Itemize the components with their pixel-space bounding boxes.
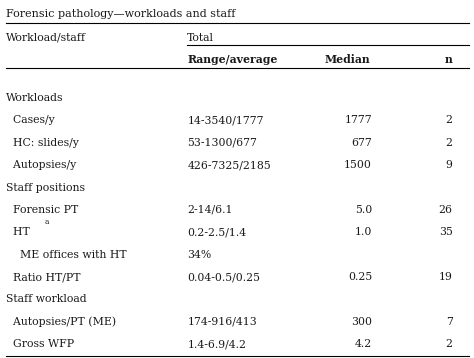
Text: Autopsies/PT (ME): Autopsies/PT (ME) [6,317,116,328]
Text: 2: 2 [446,115,453,125]
Text: Staff workload: Staff workload [6,294,86,304]
Text: 26: 26 [438,205,453,215]
Text: 34%: 34% [187,250,211,260]
Text: 35: 35 [439,227,453,237]
Text: 4.2: 4.2 [355,339,372,349]
Text: 19: 19 [439,272,453,282]
Text: 5.0: 5.0 [355,205,372,215]
Text: 2: 2 [446,138,453,148]
Text: 9: 9 [446,160,453,170]
Text: 2: 2 [446,339,453,349]
Text: 0.25: 0.25 [348,272,372,282]
Text: HT: HT [6,227,29,237]
Text: Range/average: Range/average [187,54,278,66]
Text: 53-1300/677: 53-1300/677 [187,138,257,148]
Text: Median: Median [325,54,370,66]
Text: 1.4-6.9/4.2: 1.4-6.9/4.2 [187,339,246,349]
Text: Gross WFP: Gross WFP [6,339,74,349]
Text: 14-3540/1777: 14-3540/1777 [187,115,264,125]
Text: ME offices with HT: ME offices with HT [6,250,126,260]
Text: Cases/y: Cases/y [6,115,55,125]
Text: Forensic pathology—workloads and staff: Forensic pathology—workloads and staff [6,9,235,19]
Text: Workloads: Workloads [6,93,63,103]
Text: 1500: 1500 [344,160,372,170]
Text: 677: 677 [351,138,372,148]
Text: Total: Total [187,33,214,43]
Text: 300: 300 [351,317,372,327]
Text: 0.04-0.5/0.25: 0.04-0.5/0.25 [187,272,260,282]
Text: 7: 7 [446,317,453,327]
Text: 2-14/6.1: 2-14/6.1 [187,205,233,215]
Text: n: n [445,54,453,66]
Text: 1777: 1777 [345,115,372,125]
Text: 1.0: 1.0 [355,227,372,237]
Text: Ratio HT/PT: Ratio HT/PT [6,272,80,282]
Text: a: a [45,218,49,226]
Text: 426-7325/2185: 426-7325/2185 [187,160,271,170]
Text: 0.2-2.5/1.4: 0.2-2.5/1.4 [187,227,246,237]
Text: HC: slides/y: HC: slides/y [6,138,79,148]
Text: Staff positions: Staff positions [6,183,85,193]
Text: Forensic PT: Forensic PT [6,205,78,215]
Text: Workload/staff: Workload/staff [6,33,86,43]
Text: Autopsies/y: Autopsies/y [6,160,76,170]
Text: 174-916/413: 174-916/413 [187,317,257,327]
